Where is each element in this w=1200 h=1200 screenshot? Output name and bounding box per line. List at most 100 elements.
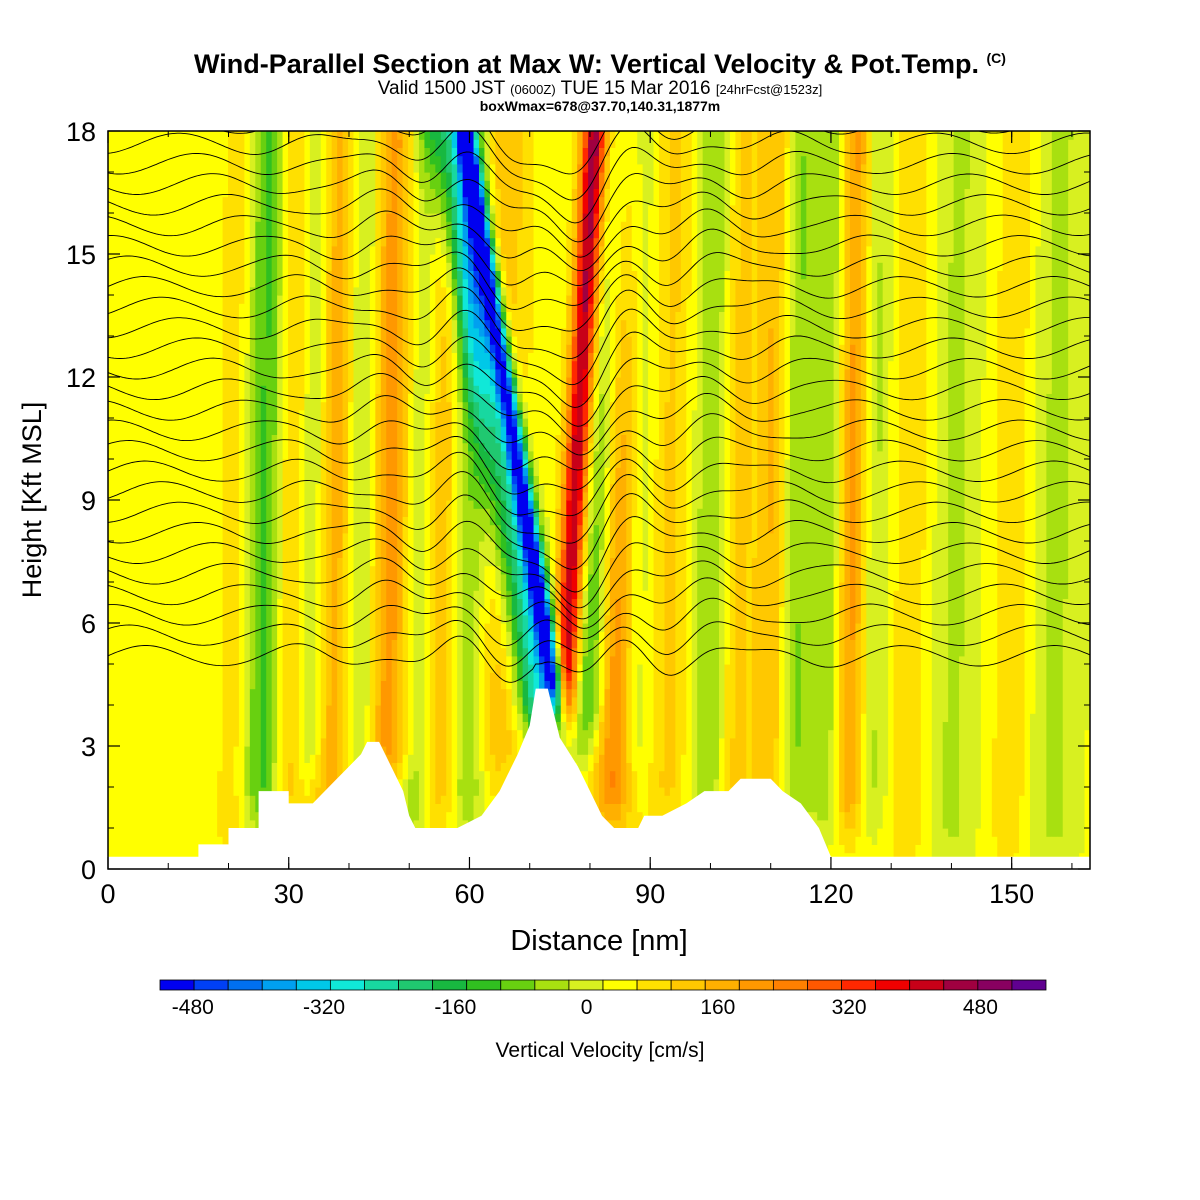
velocity-cell <box>980 131 987 378</box>
velocity-cell <box>511 475 518 485</box>
velocity-cell <box>418 139 426 189</box>
colorbar-tick-label: 160 <box>700 996 735 1019</box>
velocity-cell <box>566 541 573 649</box>
velocity-cell <box>577 549 584 575</box>
velocity-cell <box>228 131 235 869</box>
velocity-cell <box>266 336 273 796</box>
velocity-cell <box>566 442 573 468</box>
velocity-cell <box>522 614 529 649</box>
velocity-cell <box>517 631 524 657</box>
velocity-cell <box>331 245 338 805</box>
theta-contour <box>108 354 1090 427</box>
velocity-cell <box>833 565 840 869</box>
velocity-cell <box>451 254 458 280</box>
velocity-cell <box>609 147 616 403</box>
velocity-cell <box>1013 131 1020 854</box>
velocity-cell <box>555 131 562 435</box>
subtitle-date: TUE 15 Mar 2016 <box>560 78 711 99</box>
velocity-cell <box>233 746 240 796</box>
velocity-cell <box>877 450 884 829</box>
velocity-cell <box>457 295 464 321</box>
velocity-cell <box>555 672 562 681</box>
velocity-cell <box>544 557 551 567</box>
velocity-cell <box>538 483 546 509</box>
velocity-cell <box>653 459 660 837</box>
velocity-cell <box>609 131 616 148</box>
velocity-cell <box>577 713 584 755</box>
velocity-cell <box>675 131 682 312</box>
velocity-cell <box>473 426 480 444</box>
velocity-cell <box>538 655 546 665</box>
velocity-cell <box>451 278 458 296</box>
velocity-cell <box>473 147 480 157</box>
velocity-cell <box>473 327 480 362</box>
colorbar-tick-label: 0 <box>581 996 593 1019</box>
velocity-cell <box>397 139 404 148</box>
velocity-cell <box>249 795 256 821</box>
velocity-cell <box>489 672 496 755</box>
velocity-cell <box>446 319 453 403</box>
velocity-cell <box>484 196 491 206</box>
velocity-cell <box>538 532 546 542</box>
theta-contour <box>108 577 1090 629</box>
velocity-cell <box>489 229 496 239</box>
x-tick-label: 30 <box>274 879 304 909</box>
velocity-cell <box>342 131 349 534</box>
velocity-cell <box>637 746 644 813</box>
velocity-cell <box>462 131 469 198</box>
velocity-cell <box>424 147 431 173</box>
velocity-cell <box>571 336 578 362</box>
velocity-cell <box>991 836 998 869</box>
velocity-cell <box>484 450 491 468</box>
velocity-cell <box>1002 131 1009 869</box>
velocity-cell <box>277 131 284 296</box>
velocity-cell <box>457 180 464 206</box>
subtitle-utc: (0600Z) <box>510 82 556 97</box>
velocity-cell <box>517 516 524 526</box>
velocity-cell <box>511 409 518 419</box>
velocity-cell <box>511 303 518 337</box>
velocity-cell <box>773 737 780 829</box>
velocity-cell <box>544 516 551 542</box>
velocity-cell <box>604 278 611 468</box>
x-tick-label: 120 <box>808 879 853 909</box>
velocity-cell <box>478 336 486 370</box>
velocity-cell <box>571 360 578 394</box>
terrain-mask <box>108 688 1090 869</box>
velocity-cell <box>555 434 562 509</box>
velocity-cell <box>549 131 556 575</box>
velocity-cell <box>522 377 529 403</box>
theta-contour <box>108 471 1090 544</box>
velocity-cell <box>560 549 567 583</box>
velocity-cell <box>517 131 524 230</box>
theta-contour <box>108 131 1090 201</box>
velocity-cell <box>500 623 507 649</box>
velocity-cell <box>626 336 633 649</box>
velocity-cell <box>506 385 513 394</box>
velocity-cell <box>309 131 316 755</box>
velocity-cell <box>489 270 496 280</box>
velocity-cell <box>451 319 458 353</box>
velocity-cell <box>489 213 496 230</box>
velocity-cell <box>326 270 333 706</box>
velocity-cell <box>1029 131 1037 714</box>
theta-contour <box>108 413 1090 471</box>
velocity-cell <box>866 836 873 869</box>
velocity-cell <box>560 721 567 747</box>
velocity-cell <box>789 131 796 337</box>
velocity-cell <box>615 295 622 378</box>
velocity-cell <box>413 770 420 821</box>
velocity-cell <box>522 590 529 616</box>
velocity-cell <box>118 131 125 869</box>
velocity-cell <box>631 770 638 837</box>
velocity-cell <box>599 393 606 550</box>
velocity-cell <box>604 131 611 157</box>
velocity-cell <box>489 368 496 386</box>
velocity-cell <box>1046 393 1053 837</box>
velocity-cell <box>544 606 551 616</box>
velocity-cell <box>582 401 589 427</box>
velocity-cell <box>397 147 404 632</box>
velocity-cell <box>506 360 513 370</box>
velocity-cell <box>844 368 851 813</box>
velocity-cell <box>468 418 475 452</box>
